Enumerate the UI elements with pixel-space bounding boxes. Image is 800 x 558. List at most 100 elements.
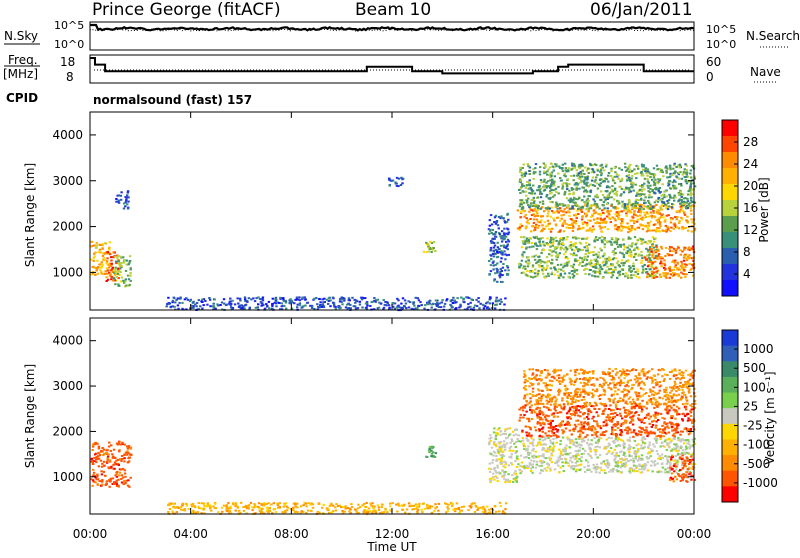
velocity-cell-3: [511, 453, 513, 455]
power-cell-10: [518, 263, 520, 265]
power-cell-4: [396, 298, 398, 300]
power-cell-10: [532, 276, 534, 278]
power-cell-8: [690, 213, 692, 215]
power-cell-4: [477, 301, 479, 303]
power-cell-8: [528, 211, 530, 213]
power-cell-8: [681, 218, 683, 220]
velocity-cell-1: [401, 509, 403, 511]
power-cell-4: [467, 306, 469, 308]
power-cell-4: [463, 298, 465, 300]
power-cell-8: [641, 224, 643, 226]
power-cell-11: [685, 257, 687, 259]
power-cell-9: [568, 199, 570, 201]
power-cell-0: [101, 265, 103, 267]
velocity-cell-4: [654, 438, 656, 440]
velocity-cell-4: [545, 470, 547, 472]
power-cell-9: [649, 188, 651, 190]
power-cell-9: [584, 167, 586, 169]
power-cell-11: [655, 267, 657, 269]
velocity-cell-0: [127, 461, 129, 463]
power-cell-9: [572, 188, 574, 190]
power-cell-10: [593, 264, 595, 266]
velocity-cell-1: [197, 506, 199, 508]
power-cell-5: [395, 183, 397, 185]
power-cell-10: [605, 262, 607, 264]
power-cell-9: [577, 208, 579, 210]
power-cell-4: [208, 297, 210, 299]
power-cell-10: [556, 259, 558, 261]
power-cell-8: [626, 222, 628, 224]
power-cell-4: [421, 304, 423, 306]
power-cell-0: [105, 270, 107, 272]
velocity-cell-0: [103, 449, 105, 451]
power-cell-10: [543, 276, 545, 278]
power-cell-10: [612, 274, 614, 276]
velocity-cell-4: [617, 460, 619, 462]
power-cell-10: [553, 274, 555, 276]
velocity-cell-0: [127, 448, 129, 450]
power-cell-10: [620, 246, 622, 248]
power-cell-8: [662, 213, 664, 215]
velocity-cell-5: [620, 425, 622, 427]
velocity-cell-4: [618, 438, 620, 440]
power-cell-9: [647, 185, 649, 187]
velocity-cell-0: [120, 460, 122, 462]
velocity-cell-4: [650, 455, 652, 457]
power-cell-11: [652, 262, 654, 264]
power-cell-10: [558, 243, 560, 245]
velocity-cell-4: [620, 466, 622, 468]
velocity-cell-4: [546, 467, 548, 469]
power-cell-8: [584, 221, 586, 223]
power-cell-8: [580, 210, 582, 212]
power-cell-9: [529, 179, 531, 181]
power-cell-11: [689, 269, 691, 271]
power-cell-10: [634, 236, 636, 238]
power-cell-10: [597, 263, 599, 265]
velocity-cell-4: [666, 456, 668, 458]
power-cell-7: [493, 265, 495, 267]
power-cell-8: [617, 218, 619, 220]
power-cell-9: [554, 194, 556, 196]
velocity-cell-0: [118, 441, 120, 443]
velocity-cell-1: [426, 506, 428, 508]
power-cell-9: [672, 197, 674, 199]
power-cell-8: [575, 214, 577, 216]
power-cell-9: [665, 170, 667, 172]
power-cell-1: [110, 260, 112, 262]
power-cell-10: [577, 248, 579, 250]
power-cell-11: [660, 260, 662, 262]
power-cell-10: [546, 261, 548, 263]
power-cell-10: [648, 254, 650, 256]
velocity-cell-1: [341, 510, 343, 512]
power-cell-9: [525, 173, 527, 175]
velocity-cell-1: [357, 504, 359, 506]
velocity-cell-3: [507, 473, 509, 475]
cpid-label: CPID: [6, 91, 38, 105]
velocity-cell-0: [121, 455, 123, 457]
power-cell-10: [630, 274, 632, 276]
velocity-cell-1: [374, 506, 376, 508]
velocity-cell-4: [628, 470, 630, 472]
power-cell-8: [642, 217, 644, 219]
velocity-cell-4: [597, 442, 599, 444]
power-cell-9: [526, 181, 528, 183]
velocity-cell-4: [596, 464, 598, 466]
velocity-cell-3: [507, 436, 509, 438]
power-cell-4: [351, 297, 353, 299]
power-cell-9: [629, 169, 631, 171]
power-cell-9: [672, 181, 674, 183]
power-colorbar-swatch: [722, 120, 738, 137]
power-cell-8: [622, 227, 624, 229]
power-cell-9: [588, 185, 590, 187]
power-cell-8: [530, 209, 532, 211]
freq-left-tick-bottom: 8: [66, 70, 74, 84]
power-cell-2: [121, 277, 123, 279]
velocity-cell-1: [228, 510, 230, 512]
power-cell-8: [652, 230, 654, 232]
power-cell-9: [668, 199, 670, 201]
velocity-cell-1: [283, 506, 285, 508]
power-cell-9: [529, 205, 531, 207]
power-cell-8: [560, 210, 562, 212]
power-cell-10: [597, 239, 599, 241]
power-cell-8: [538, 225, 540, 227]
